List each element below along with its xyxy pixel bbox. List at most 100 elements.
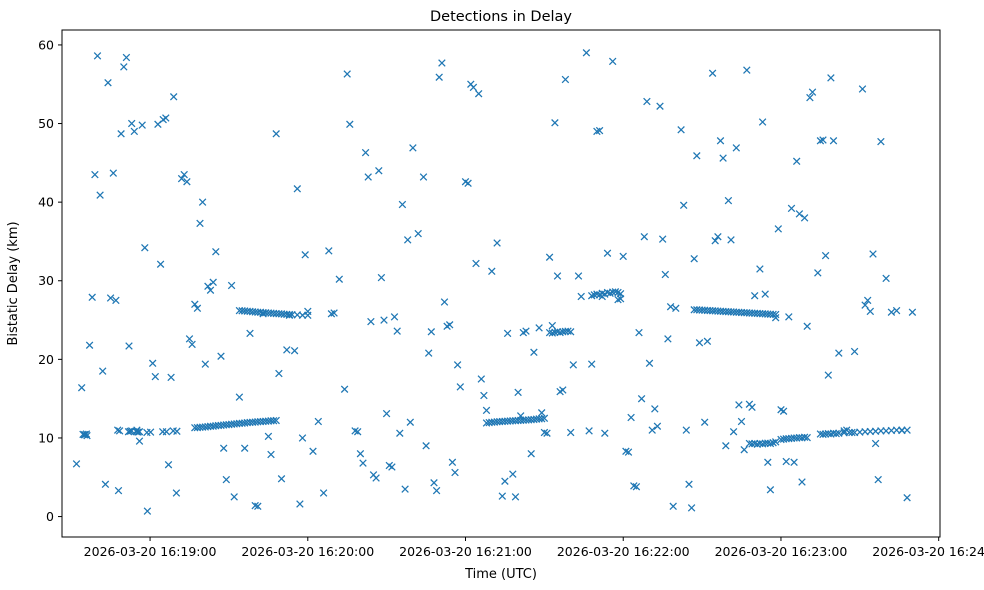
data-point [695,339,704,347]
data-point [624,448,633,456]
data-point [401,485,409,493]
data-point [861,301,869,309]
data-point [162,427,171,436]
data-point [380,316,388,324]
data-point [587,360,596,368]
data-point [769,310,777,319]
data-point [275,369,283,378]
data-point [120,63,128,71]
data-point [206,286,215,294]
x-axis-label: Time (UTC) [464,567,537,582]
data-point [272,416,280,425]
data-point [398,200,407,209]
data-point [782,457,790,466]
data-point [658,235,667,243]
data-point [406,418,415,426]
data-point [677,126,685,134]
data-point [874,475,882,484]
data-point [198,198,207,206]
data-point [693,152,701,160]
data-point [353,427,362,436]
plot-area [61,29,941,538]
data-point [254,502,262,511]
data-point [637,394,646,403]
data-point [661,270,670,279]
data-point [569,361,578,369]
data-point [537,414,546,423]
data-point [840,427,848,435]
data-point [703,337,712,346]
data-point [664,335,672,343]
data-point [132,427,141,436]
axes: 2026-03-20 16:19:00 2026-03-20 16:20:00 20… [38,37,984,559]
data-point [603,249,612,257]
data-point [903,426,911,434]
data-point [169,93,178,101]
data-point [167,373,175,382]
data-points [72,49,917,515]
data-point [719,154,727,162]
x-tick-label: 2026-03-20 16:19:00 [84,544,217,559]
data-point [800,433,809,441]
data-point [645,359,654,368]
data-point [469,83,478,92]
data-point [269,416,278,425]
data-point [761,290,769,298]
data-point [509,470,517,478]
data-point [792,157,801,166]
data-point [440,298,449,306]
data-point [285,310,294,319]
data-point [293,185,302,193]
chart-title: Detections in Delay [430,9,572,25]
data-point [451,468,459,477]
data-point [745,439,754,448]
data-point [903,493,911,502]
data-point [690,254,698,263]
x-tick-label: 2026-03-20 16:22:00 [557,544,690,559]
data-point [364,173,372,181]
data-point [191,300,199,309]
data-point [222,475,231,484]
data-point [666,302,675,311]
data-point [814,269,822,277]
data-point [630,482,638,490]
data-point [283,346,291,354]
data-point [632,482,641,491]
data-point [438,59,446,67]
data-point [566,428,575,437]
data-point [640,232,649,241]
data-point [148,359,157,368]
data-point [104,78,112,87]
data-point [819,136,827,144]
data-point [656,102,664,110]
data-point [574,272,583,280]
data-point [503,329,512,338]
data-point [790,458,798,467]
data-point [803,322,811,331]
y-tick-label: 40 [38,195,54,210]
data-point [112,296,120,305]
data-point [527,449,535,458]
data-point [593,127,601,136]
data-point [251,501,259,510]
y-tick-label: 0 [46,509,54,524]
data-point [424,349,433,357]
y-tick-label: 10 [38,430,54,445]
data-point [388,463,396,471]
y-tick-label: 20 [38,352,54,367]
data-point [827,74,835,82]
data-point [435,73,443,81]
data-point [835,349,843,357]
data-point [700,418,709,426]
data-point [114,486,123,495]
data-point [343,70,351,78]
data-point [430,479,438,487]
data-point [351,427,359,435]
data-point [143,507,152,515]
data-point [183,177,191,186]
data-point [359,459,367,467]
data-point [553,328,562,336]
data-point [530,348,538,357]
data-point [72,460,81,468]
